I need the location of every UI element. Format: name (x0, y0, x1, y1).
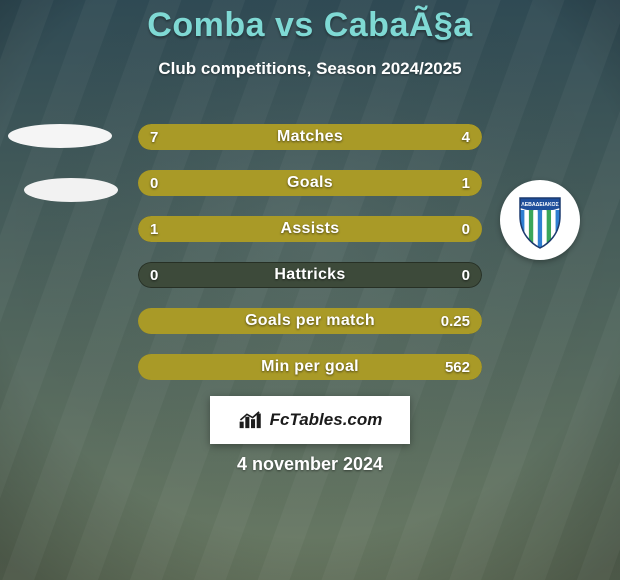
brand-icon (238, 409, 264, 431)
brand-badge[interactable]: FcTables.com (210, 396, 410, 444)
club-crest-right: ΛΕΒΑΔΕΙΑΚΟΣ (500, 180, 580, 260)
stat-row-min per goal: 562 Min per goal (138, 354, 482, 380)
stat-row-hattricks: 0 0 Hattricks (138, 262, 482, 288)
stat-row-assists: 1 0 Assists (138, 216, 482, 242)
brand-label: FcTables.com (270, 410, 383, 430)
stat-row-goals per match: 0.25 Goals per match (138, 308, 482, 334)
svg-text:ΛΕΒΑΔΕΙΑΚΟΣ: ΛΕΒΑΔΕΙΑΚΟΣ (521, 202, 558, 208)
subtitle: Club competitions, Season 2024/2025 (0, 59, 620, 79)
stat-row-matches: 7 4 Matches (138, 124, 482, 150)
stat-label: Hattricks (138, 262, 482, 288)
content: Comba vs CabaÃ§a Club competitions, Seas… (0, 0, 620, 580)
stat-label: Assists (138, 216, 482, 242)
stat-label: Goals per match (138, 308, 482, 334)
stat-label: Matches (138, 124, 482, 150)
player-avatar-left-2 (24, 178, 118, 202)
date-label: 4 november 2024 (0, 454, 620, 475)
player-avatar-left-1 (8, 124, 112, 148)
stat-label: Min per goal (138, 354, 482, 380)
stat-label: Goals (138, 170, 482, 196)
page-title: Comba vs CabaÃ§a (0, 0, 620, 45)
stat-row-goals: 0 1 Goals (138, 170, 482, 196)
club-crest-svg: ΛΕΒΑΔΕΙΑΚΟΣ (500, 180, 580, 260)
comparison-bars: 7 4 Matches 0 1 Goals 1 0 Assists (138, 124, 482, 400)
